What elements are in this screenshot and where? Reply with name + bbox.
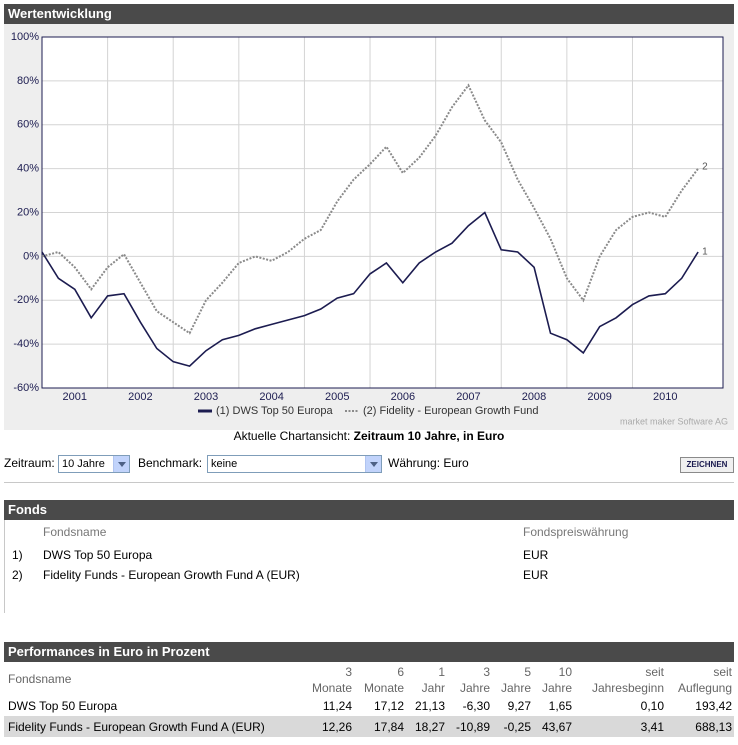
table-cell: 688,13 xyxy=(666,716,734,737)
end-label: 2 xyxy=(702,161,708,172)
x-tick-label: 2002 xyxy=(128,391,152,403)
y-tick-label: 100% xyxy=(11,31,39,43)
section-header: Wertentwicklung xyxy=(4,4,734,24)
column-header: 10 xyxy=(558,665,572,679)
table-cell: 193,42 xyxy=(695,698,732,713)
x-tick-label: 2001 xyxy=(63,391,87,403)
table-cell: 9,27 xyxy=(507,698,531,713)
legend-label: (1) DWS Top 50 Europa xyxy=(216,405,333,417)
table-cell: 1) xyxy=(12,548,23,562)
select-value: keine xyxy=(211,458,238,470)
column-header: Jahre xyxy=(500,681,531,695)
y-tick-label: 20% xyxy=(17,206,39,218)
column-header: 3 xyxy=(345,665,352,679)
y-tick-label: 60% xyxy=(17,119,39,131)
table-cell: 2) xyxy=(12,568,23,582)
table-cell: Fidelity Funds - European Growth Fund A … xyxy=(4,716,305,737)
zeitraum-label: Zeitraum: xyxy=(4,456,55,470)
column-header: Jahre xyxy=(459,681,490,695)
y-tick-label: 0% xyxy=(23,250,39,262)
y-tick-label: -40% xyxy=(13,338,39,350)
column-header: seit xyxy=(645,665,664,679)
column-header: Jahr xyxy=(421,681,445,695)
table-cell: -10,89 xyxy=(447,716,492,737)
table-row: DWS Top 50 Europa 11,24 17,12 21,13 -6,30 9,2… xyxy=(4,695,734,716)
table-cell: EUR xyxy=(523,548,549,562)
table-cell: Fidelity Funds - European Growth Fund A … xyxy=(43,568,300,582)
table-cell: 43,67 xyxy=(533,716,574,737)
section-header: Performances in Euro in Prozent xyxy=(4,642,734,662)
chart-caption: Aktuelle Chartansicht: Zeitraum 10 Jahre… xyxy=(0,429,738,443)
table-cell: EUR xyxy=(523,568,549,582)
column-header: Monate xyxy=(363,681,404,695)
table-cell: -6,30 xyxy=(462,698,490,713)
x-tick-label: 2007 xyxy=(456,391,480,403)
column-header: Fondsname xyxy=(43,525,107,539)
column-header: Jahre xyxy=(541,681,572,695)
series-line xyxy=(41,211,699,367)
zeichnen-button[interactable]: ZEICHNEN xyxy=(680,457,734,473)
y-tick-label: 40% xyxy=(17,163,39,175)
table-cell: 21,13 xyxy=(414,698,445,713)
column-header: 6 xyxy=(397,665,404,679)
zeitraum-select[interactable]: 10 Jahre xyxy=(58,455,130,473)
section-border xyxy=(4,520,5,613)
header-row: Fondsname 3 6 1 3 5 10 seit seit xyxy=(4,663,734,686)
column-header: 1 xyxy=(438,665,445,679)
table-cell: 17,84 xyxy=(354,716,406,737)
table-cell: 11,24 xyxy=(322,698,352,713)
select-arrow xyxy=(365,456,381,472)
x-tick-label: 2009 xyxy=(587,391,611,403)
table-cell: 3,41 xyxy=(574,716,666,737)
column-header: Auflegung xyxy=(677,681,732,695)
column-header: 5 xyxy=(524,665,531,679)
x-tick-label: 2008 xyxy=(522,391,546,403)
header-row: Monate Monate Jahr Jahre Jahre Jahre Jahresbeg… xyxy=(4,679,734,695)
table-cell: 17,12 xyxy=(373,698,404,713)
legend-label: (2) Fidelity - European Growth Fund xyxy=(363,405,538,417)
performance-table: Fondsname 3 6 1 3 5 10 seit seit Monate Monate Jahr… xyxy=(4,663,734,737)
plot-border xyxy=(41,36,724,389)
caption-prefix: Aktuelle Chartansicht: xyxy=(233,429,351,443)
series-line xyxy=(41,83,699,335)
column-header: Jahresbeginn xyxy=(591,681,664,695)
table-cell: 0,10 xyxy=(640,698,664,713)
y-tick-label: 80% xyxy=(17,75,39,87)
chart: -60% -40% -20% 0% 20% 40% 60% 80% 100% 2001 2002 20… xyxy=(11,31,728,426)
separator xyxy=(4,482,734,483)
waehrung-label: Währung: Euro xyxy=(388,456,469,470)
y-tick-label: -20% xyxy=(13,294,39,306)
benchmark-label: Benchmark: xyxy=(138,456,203,470)
benchmark-select[interactable]: keine xyxy=(207,455,382,473)
x-tick-label: 2005 xyxy=(325,391,349,403)
column-header: 3 xyxy=(483,665,490,679)
x-tick-label: 2006 xyxy=(391,391,415,403)
column-header: seit xyxy=(713,665,732,679)
table-cell: -0,25 xyxy=(492,716,533,737)
select-value: 10 Jahre xyxy=(62,458,105,470)
column-header: Fondspreiswährung xyxy=(523,525,629,539)
table-row: Fidelity Funds - European Growth Fund A … xyxy=(4,716,734,737)
select-arrow xyxy=(113,456,129,472)
table-cell: 1,65 xyxy=(548,698,572,713)
table-cell: 18,27 xyxy=(406,716,447,737)
caption-bold: Zeitraum 10 Jahre, in Euro xyxy=(353,429,505,443)
table-cell: DWS Top 50 Europa xyxy=(8,698,118,713)
y-tick-label: -60% xyxy=(13,382,39,394)
column-header: Monate xyxy=(311,681,352,695)
end-label: 1 xyxy=(702,247,708,258)
section-header: Fonds xyxy=(4,500,734,520)
x-tick-label: 2004 xyxy=(259,391,283,403)
column-header: Fondsname xyxy=(8,672,72,686)
x-tick-label: 2010 xyxy=(653,391,677,403)
x-tick-label: 2003 xyxy=(194,391,218,403)
table-cell: 12,26 xyxy=(305,716,354,737)
watermark: market maker Software AG xyxy=(620,416,728,426)
table-cell: DWS Top 50 Europa xyxy=(43,548,153,562)
